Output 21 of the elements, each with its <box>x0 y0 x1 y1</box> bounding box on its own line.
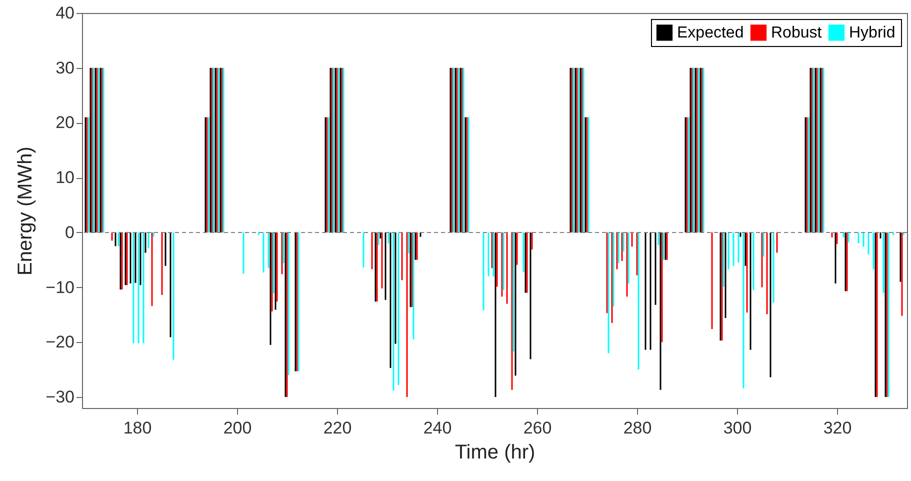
y-tick-label: 10 <box>56 168 74 188</box>
y-tick-label: −30 <box>46 388 74 407</box>
y-tick-label: 30 <box>56 58 74 78</box>
x-tick-label: 220 <box>323 418 352 438</box>
y-tick-label: 20 <box>56 113 74 132</box>
x-tick-label: 320 <box>823 418 852 438</box>
y-tick-label: −20 <box>46 332 74 352</box>
x-tick-label: 240 <box>423 418 452 438</box>
y-tick-label: 40 <box>56 4 74 22</box>
y-axis-title: Energy (MWh) <box>14 146 37 276</box>
legend-label: Robust <box>771 24 822 42</box>
x-tick-label: 200 <box>223 418 252 438</box>
x-axis-title: Time (hr) <box>454 442 536 464</box>
x-tick-label: 180 <box>123 418 152 438</box>
legend-label: Expected <box>677 24 744 42</box>
y-tick-label: −10 <box>46 278 74 297</box>
x-tick-label: 300 <box>723 418 752 438</box>
x-tick-label: 260 <box>523 418 552 438</box>
x-tick-label: 280 <box>623 418 652 438</box>
y-tick-label: 0 <box>65 222 74 242</box>
legend-label: Hybrid <box>849 24 896 42</box>
